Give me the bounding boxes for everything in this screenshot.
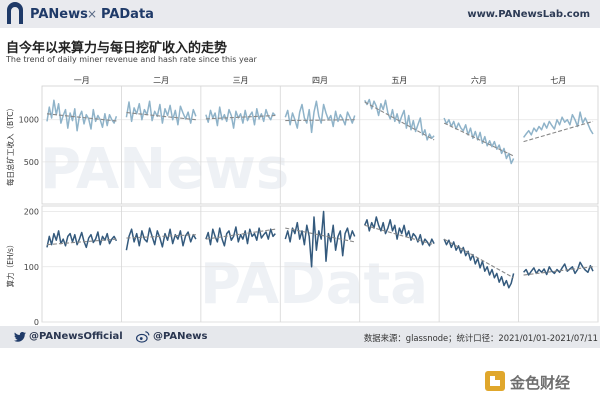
chart-subtitle: The trend of daily miner revenue and has… [6, 55, 257, 64]
hashrate-series-line [364, 216, 435, 247]
month-label: 六月 [471, 75, 487, 85]
weibo-icon[interactable] [136, 330, 150, 343]
hashrate-series-line [205, 226, 276, 247]
brand-separator: × [87, 7, 98, 21]
y-tick-label: 200 [24, 208, 39, 217]
revenue-trend-line [443, 122, 514, 157]
watermark-padata: PAData [200, 252, 428, 317]
weibo-handle[interactable]: @PANews [153, 331, 208, 342]
revenue-series-line [443, 117, 515, 165]
month-label: 一月 [74, 76, 90, 85]
chart-area: PANews PAData 一月 二月 三月 四月 五月 六月 七月5001000每日总矿工… [5, 75, 599, 326]
watermark-panews: PANews [40, 137, 289, 202]
panews-logo-icon [7, 2, 23, 24]
revenue-trend-line [364, 101, 435, 141]
hashrate-series-line [46, 230, 118, 249]
revenue-trend-line [285, 119, 355, 122]
revenue-series-line [46, 99, 118, 132]
y-tick-label: 0 [34, 318, 39, 326]
data-source: 数据来源：glassnode；统计口径：2021/01/01-2021/07/1… [363, 333, 598, 343]
revenue-trend-line [523, 120, 594, 143]
revenue-series-line [522, 111, 594, 138]
hashrate-trend-line [46, 238, 117, 246]
y-tick-label: 100 [24, 263, 39, 272]
header-bar: PANews × PAData www.PANewsLab.com [0, 0, 600, 28]
twitter-handle[interactable]: @PANewsOfficial [29, 331, 123, 342]
month-label: 四月 [312, 76, 328, 85]
hashrate-trend-line [443, 238, 514, 279]
revenue-trend-line [205, 114, 276, 120]
revenue-series-line [205, 106, 276, 129]
hashrate-trend-line [126, 234, 196, 239]
month-label: 三月 [233, 76, 249, 85]
hashrate-trend-line [364, 224, 435, 246]
footer-bar: @PANewsOfficial @PANews 数据来源：glassnode；统… [0, 326, 600, 348]
jinse-logo-icon [485, 371, 505, 391]
month-label: 二月 [153, 76, 169, 85]
month-label: 七月 [550, 76, 566, 85]
hashrate-series-line [284, 210, 356, 268]
chart-title: 自今年以来算力与每日挖矿收入的走势 [6, 41, 228, 56]
corner-badge-text: 金色财经 [510, 374, 571, 392]
panel-frame [41, 85, 599, 205]
hashrate-series-line [523, 261, 594, 276]
revenue-series-line [284, 100, 356, 134]
brand-padata: PAData [101, 7, 154, 22]
revenue-series-line [125, 100, 197, 126]
website-link[interactable]: www.PANewsLab.com [467, 9, 590, 20]
y-axis-label: 算力（EH/s） [5, 241, 15, 288]
revenue-series-line [364, 98, 435, 141]
y-tick-label: 1000 [19, 116, 39, 125]
month-label: 五月 [391, 76, 407, 85]
hashrate-series-line [125, 227, 197, 251]
y-tick-label: 500 [24, 158, 39, 167]
y-axis-label: 每日总矿工收入（BTC） [5, 104, 15, 186]
brand-panews: PANews [30, 7, 88, 22]
twitter-icon[interactable] [14, 332, 26, 342]
hashrate-series-line [443, 238, 515, 289]
